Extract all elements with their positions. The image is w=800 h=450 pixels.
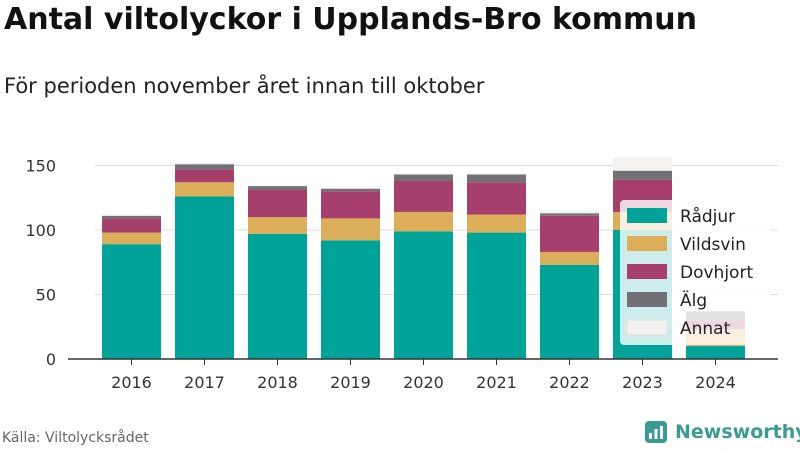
bar-segment-2022-Annat [540, 210, 599, 214]
legend-swatch-Vildsvin [627, 236, 667, 251]
y-axis: 0 50 100 150 [25, 157, 56, 370]
x-axis: 2016 2017 2018 2019 2020 2021 2022 2023 2024 [68, 358, 778, 392]
bar-segment-2021-Rådjur [467, 232, 526, 359]
bar-segment-2022-Vildsvin [540, 251, 599, 265]
legend-label: Älg [680, 290, 707, 311]
bar-segment-2023-Annat [613, 157, 672, 171]
chart-title: Antal viltolyckor i Upplands-Bro kommun [4, 2, 697, 37]
y-tick-label: 0 [46, 350, 56, 369]
bar-segment-2020-Annat [394, 173, 453, 175]
bar-segment-2016-Vildsvin [102, 232, 161, 245]
brand-name: Newsworthy [675, 421, 800, 443]
bar-segment-2024-Rådjur [686, 346, 745, 359]
bar-segment-2017-Älg [175, 164, 234, 170]
bar-segment-2018-Dovhjort [248, 190, 307, 218]
bar-segment-2020-Vildsvin [394, 211, 453, 232]
bar-segment-2021-Vildsvin [467, 214, 526, 233]
bar-segment-2019-Älg [321, 188, 380, 192]
bar-segment-2023-Älg [613, 170, 672, 180]
x-tick-label: 2023 [622, 373, 663, 392]
bar-segment-2018-Vildsvin [248, 217, 307, 234]
bar-segment-2018-Älg [248, 186, 307, 191]
x-tick-label: 2018 [257, 373, 298, 392]
legend-swatch-Älg [627, 292, 667, 307]
x-tick-label: 2016 [111, 373, 152, 392]
legend-label: Annat [680, 319, 731, 339]
legend-label: Rådjur [680, 206, 735, 227]
legend-swatch-Rådjur [627, 208, 667, 223]
bar-segment-2022-Rådjur [540, 264, 599, 359]
legend: Rådjur Vildsvin Dovhjort Älg Annat [620, 200, 770, 345]
legend-swatch-Annat [626, 319, 668, 336]
bar-segment-2016-Dovhjort [102, 218, 161, 233]
bar-segment-2019-Vildsvin [321, 218, 380, 241]
x-tick-label: 2021 [476, 373, 517, 392]
y-tick-label: 100 [25, 221, 56, 240]
bar-segment-2016-Rådjur [102, 244, 161, 359]
bar-segment-2019-Rådjur [321, 240, 380, 359]
y-tick-label: 50 [36, 286, 56, 305]
x-tick-label: 2019 [330, 373, 371, 392]
bar-segment-2021-Älg [467, 174, 526, 183]
newsworthy-icon [645, 421, 667, 443]
bar-segment-2016-Annat [102, 214, 161, 216]
bar-segment-2021-Dovhjort [467, 182, 526, 215]
bar-segment-2022-Älg [540, 213, 599, 216]
legend-label: Dovhjort [680, 263, 753, 283]
brand-logo: Newsworthy [644, 420, 800, 444]
chart-subtitle: För perioden november året innan till ok… [4, 74, 485, 98]
bar-segment-2019-Dovhjort [321, 191, 380, 219]
bar-segment-2017-Vildsvin [175, 182, 234, 197]
y-tick-label: 150 [25, 157, 56, 176]
legend-swatch-Dovhjort [627, 264, 667, 279]
x-tick-label: 2024 [695, 373, 736, 392]
x-tick-label: 2020 [403, 373, 444, 392]
bar-segment-2017-Dovhjort [175, 169, 234, 183]
legend-label: Vildsvin [680, 235, 746, 255]
bar-segment-2018-Rådjur [248, 233, 307, 359]
bar-segment-2016-Älg [102, 215, 161, 219]
x-tick-label: 2017 [184, 373, 225, 392]
source-note: Källa: Viltolycksrådet [2, 430, 149, 446]
bar-segment-2017-Rådjur [175, 196, 234, 359]
x-tick-label: 2022 [549, 373, 590, 392]
bar-segment-2017-Annat [175, 162, 234, 165]
bar-segment-2020-Dovhjort [394, 180, 453, 212]
bar-segment-2022-Dovhjort [540, 215, 599, 252]
bar-segment-2020-Älg [394, 174, 453, 181]
bar-segment-2020-Rådjur [394, 231, 453, 359]
bar-segment-2021-Annat [467, 173, 526, 175]
